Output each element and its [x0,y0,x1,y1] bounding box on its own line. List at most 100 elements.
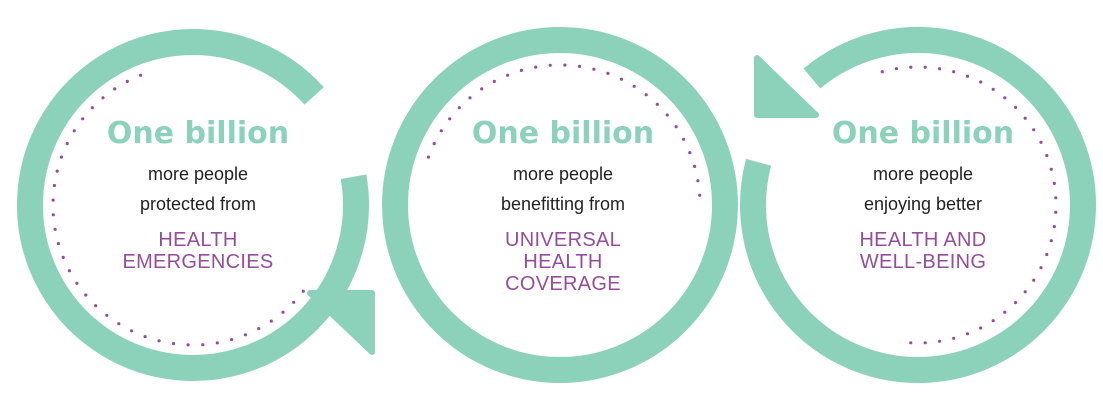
dot [143,335,147,339]
dot [269,319,273,323]
dot [696,179,700,183]
dot [1014,105,1018,109]
dot [157,339,161,343]
target-line: HEALTH [523,251,603,273]
panel-line-1: more people [147,164,249,184]
dot [61,255,65,259]
dot [117,322,121,326]
arrowhead-bottom-right [307,290,375,355]
dot [130,329,134,333]
target-line: COVERAGE [505,273,621,295]
panel-target: HEALTH AND WELL-BEING [793,229,1053,273]
dot [53,227,57,231]
dot [1054,210,1058,214]
dot [257,327,261,331]
dot [113,87,117,91]
dot [1032,278,1036,282]
target-line: WELL-BEING [859,251,987,273]
dot [693,164,697,168]
dot [577,64,582,68]
dot [938,67,942,71]
dot [457,106,461,110]
dot [51,198,55,202]
dot [965,74,970,78]
dot [1054,196,1058,200]
panel-headline: One billion [106,116,290,151]
dot [644,93,648,97]
panel-target: UNIVERSAL HEALTH COVERAGE [433,229,693,295]
dot [952,336,956,340]
dot [991,87,995,91]
dot [468,96,472,100]
arrowheads [307,55,819,355]
panel-line-1: more people [512,164,614,184]
dot [230,338,234,342]
dot [606,71,610,75]
dot [682,137,686,141]
dot [51,213,55,217]
dot [698,193,702,197]
dot [84,293,88,297]
arrowhead-top-left [754,55,819,118]
dot [52,183,57,188]
panel-line-2: benefitting from [500,194,626,214]
dot [563,63,567,67]
dot [139,73,143,77]
dot [243,333,247,337]
dot [1045,252,1049,257]
dot [56,242,61,246]
dot [432,142,436,146]
dot [534,65,538,69]
dot [1045,153,1049,158]
panel-headline: One billion [471,116,655,151]
dot [1039,266,1043,270]
dot [65,142,69,146]
dot [923,65,927,69]
target-line: HEALTH [158,229,238,251]
panel-line-1: more people [872,164,974,184]
dot [1014,301,1018,305]
dot [90,106,94,110]
dot [1052,225,1056,229]
dot [301,289,305,293]
dot [965,332,970,336]
panel-line-2: enjoying better [863,194,983,214]
dot [979,326,983,330]
dot [72,129,76,133]
dot [55,169,59,173]
dot [1049,239,1053,243]
panel-health-emergencies: One billion more people protected from H… [68,115,328,273]
dot [94,304,98,308]
dot [1023,116,1027,120]
dot [101,96,105,100]
dot [292,300,296,304]
dot [665,113,669,117]
target-line: UNIVERSAL [504,229,622,251]
dot [952,70,956,74]
ring-1 [17,29,369,381]
dot [688,151,692,155]
rings [17,27,1096,383]
dot [67,269,71,273]
dot [548,63,552,67]
ring-2 [382,27,738,383]
dot [439,129,443,133]
ring-3 [740,27,1096,383]
dot [201,343,205,347]
dot [81,117,85,121]
panel-health-and-well-being: One billion more people enjoying better … [793,115,1053,273]
target-line: EMERGENCIES [122,251,274,273]
dot [674,125,678,129]
dot [215,341,219,345]
dot [923,341,927,345]
dot [592,67,596,71]
dot [480,87,484,91]
panel-universal-health-coverage: One billion more people benefitting from… [433,115,693,295]
dot [991,319,995,323]
dot [1049,167,1053,171]
dot [619,77,624,81]
dot [519,68,524,72]
dotted-circles [51,63,1058,347]
